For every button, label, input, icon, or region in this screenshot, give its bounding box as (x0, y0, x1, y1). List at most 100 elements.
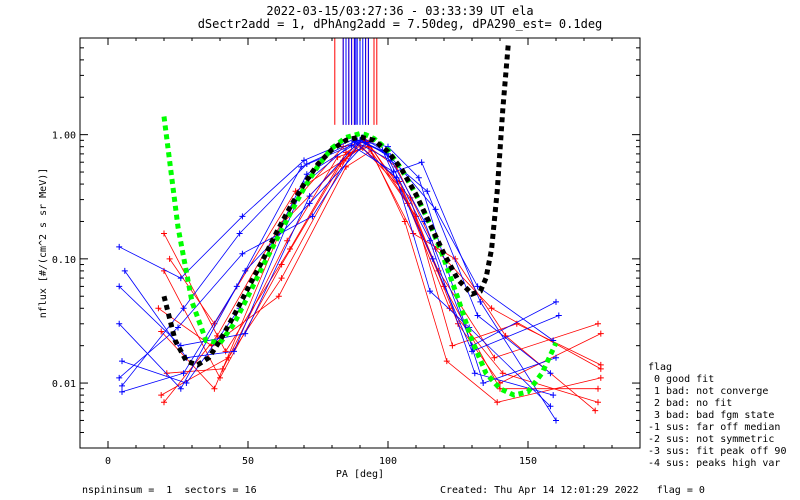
legend-entry: 3 bad: bad fgm state (648, 410, 774, 421)
data-point (592, 407, 599, 414)
chart-title: 2022-03-15/03:27:36 - 03:33:39 UT ela (266, 4, 533, 18)
data-point (488, 305, 495, 312)
legend-entry: -2 sus: not symmetric (648, 434, 774, 445)
data-point (449, 342, 456, 349)
data-point (424, 188, 431, 195)
legend-entry: -4 sus: peaks high var (648, 458, 780, 469)
data-point (309, 213, 316, 220)
data-series (166, 136, 604, 387)
data-point (418, 159, 425, 166)
fit-curve (161, 42, 511, 368)
series-line (163, 141, 596, 411)
data-point (231, 348, 237, 355)
data-point (284, 237, 291, 244)
data-point (474, 283, 481, 290)
data-point (119, 358, 125, 365)
data-point (161, 230, 167, 237)
x-tick-label: 150 (519, 456, 537, 467)
data-point (362, 139, 369, 146)
data-point (597, 374, 604, 381)
data-series (158, 143, 604, 399)
series-line (163, 139, 598, 390)
data-point (119, 388, 125, 395)
legend-entry: -1 sus: far off median (648, 422, 780, 433)
flag-legend: flag 0 good fit 1 bad: not converge 2 ba… (648, 362, 786, 469)
data-point (116, 320, 123, 327)
data-point (443, 358, 450, 365)
data-point (427, 288, 433, 295)
x-tick-label: 0 (105, 456, 111, 467)
data-series (161, 138, 599, 414)
data-point (343, 155, 349, 162)
chart-subtitle: dSectr2add = 1, dPhAng2add = 7.50deg, dP… (198, 17, 603, 31)
data-point (298, 163, 305, 170)
data-point (161, 399, 167, 406)
data-point (429, 255, 436, 262)
data-series (116, 139, 557, 392)
data-point (553, 354, 559, 361)
data-point (180, 305, 187, 312)
data-series (163, 145, 601, 377)
data-point (555, 312, 562, 319)
y-tick-label: 0.01 (52, 379, 76, 390)
data-point (158, 392, 165, 399)
data-point (595, 385, 601, 392)
data-point (597, 365, 604, 372)
x-tick-label: 50 (242, 456, 254, 467)
data-point (547, 370, 554, 377)
data-point (211, 385, 218, 392)
data-series (161, 137, 601, 392)
series-line (118, 136, 559, 379)
fit-curve (161, 116, 559, 398)
spike-layer (334, 38, 378, 125)
data-point (547, 403, 554, 410)
data-point (595, 399, 601, 406)
footer-right: Created: Thu Apr 14 12:01:29 2022 flag =… (440, 485, 705, 496)
data-point (432, 206, 439, 213)
data-point (306, 193, 313, 200)
data-point (222, 348, 229, 355)
data-point (158, 328, 165, 335)
x-tick-label: 100 (379, 456, 397, 467)
data-point (471, 370, 478, 377)
legend-entry: -3 sus: fit peak off 90 (648, 446, 786, 457)
y-axis: 0.01 0.10 1.00 (52, 37, 640, 449)
data-point (278, 275, 285, 282)
data-point (469, 348, 475, 355)
x-axis-label: PA [deg] (336, 469, 384, 480)
data-point (177, 275, 184, 282)
y-tick-label: 1.00 (52, 131, 76, 142)
data-point (553, 417, 559, 424)
legend-entry: 1 bad: not converge (648, 386, 768, 397)
x-axis: 0 50 100 150 (105, 38, 613, 467)
data-point (393, 174, 400, 181)
data-point (225, 354, 232, 361)
data-point (550, 392, 557, 399)
data-point (239, 213, 246, 220)
data-point (595, 320, 601, 327)
data-point (239, 250, 246, 257)
data-point (474, 312, 481, 319)
data-point (175, 324, 181, 331)
y-axis-label: nflux [#/(cm^2 s sr MeV)] (38, 168, 49, 319)
series-line (163, 142, 599, 403)
data-point (275, 293, 282, 300)
data-point (427, 237, 433, 244)
y-tick-label: 0.10 (52, 255, 76, 266)
data-point (183, 380, 190, 387)
data-point (219, 365, 226, 372)
data-point (415, 174, 422, 181)
data-point (166, 255, 173, 262)
data-point (480, 380, 487, 387)
data-point (597, 330, 604, 337)
data-point (116, 243, 123, 250)
data-point (163, 370, 170, 377)
legend-entry: 0 good fit (648, 374, 714, 385)
data-point (155, 305, 162, 312)
data-point (236, 230, 243, 237)
series-line (166, 147, 599, 374)
data-point (116, 283, 123, 290)
data-point (177, 385, 184, 392)
data-point (180, 370, 187, 377)
